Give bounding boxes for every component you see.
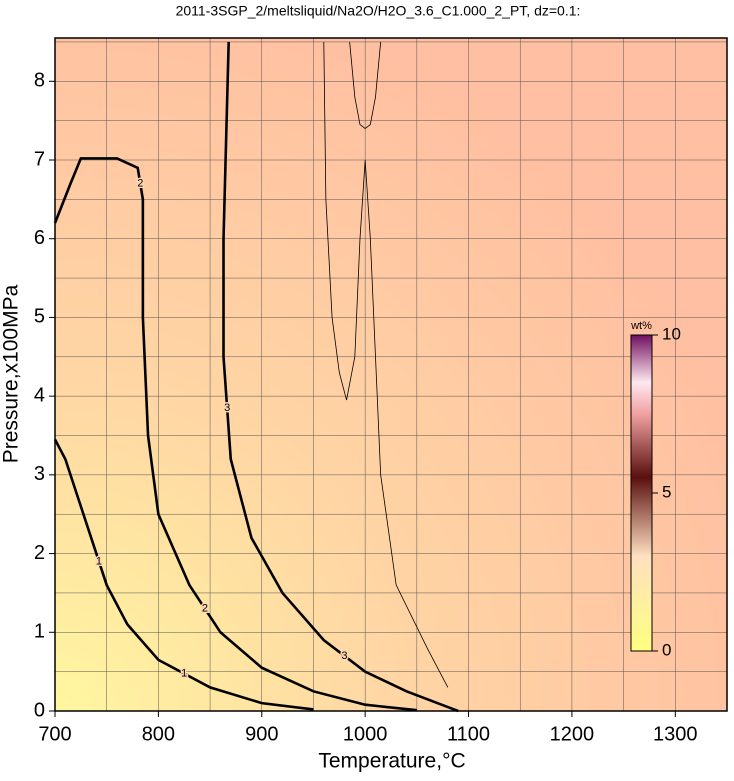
x-tick-label: 800 (142, 723, 175, 745)
y-tick-label: 1 (34, 621, 45, 643)
y-tick-label: 7 (34, 148, 45, 170)
y-tick-label: 5 (34, 306, 45, 328)
y-tick-label: 3 (34, 463, 45, 485)
y-tick-label: 8 (34, 70, 45, 92)
x-tick-label: 1200 (550, 723, 595, 745)
y-tick-label: 0 (34, 699, 45, 721)
colorbar-tick-label: 0 (662, 640, 671, 659)
x-tick-label: 1000 (343, 723, 388, 745)
colorbar (630, 334, 653, 652)
colorbar-tick-label: 5 (662, 482, 671, 501)
plot-background (55, 38, 727, 711)
x-tick-label: 1300 (653, 723, 698, 745)
contour-label: 3 (341, 650, 347, 662)
contour-line (349, 41, 382, 130)
x-axis-label: Temperature,°C (318, 750, 465, 773)
plot-frame (54, 37, 728, 712)
chart-title: 2011-3SGP_2/meltsliquid/Na2O/H2O_3.6_C1.… (176, 3, 581, 19)
colorbar-tick-label: 10 (662, 324, 681, 343)
colorbar-label: wt% (630, 320, 652, 332)
y-axis-label: Pressure,x100MPa (0, 284, 23, 463)
contour-label: 2 (202, 603, 208, 615)
y-tick-label: 6 (34, 227, 45, 249)
contour-label: 1 (181, 668, 187, 680)
contour-line (53, 157, 417, 712)
contour-line (323, 41, 449, 688)
y-tick-label: 4 (34, 384, 45, 406)
contour-label: 1 (96, 555, 102, 567)
contour-label: 3 (224, 402, 230, 414)
y-tick-label: 2 (34, 542, 45, 564)
contour-label: 2 (137, 178, 143, 190)
x-tick-label: 900 (245, 723, 278, 745)
contour-line (53, 438, 314, 711)
x-tick-label: 1100 (447, 723, 490, 745)
x-tick-label: 700 (38, 723, 71, 745)
contour-line (222, 41, 459, 713)
